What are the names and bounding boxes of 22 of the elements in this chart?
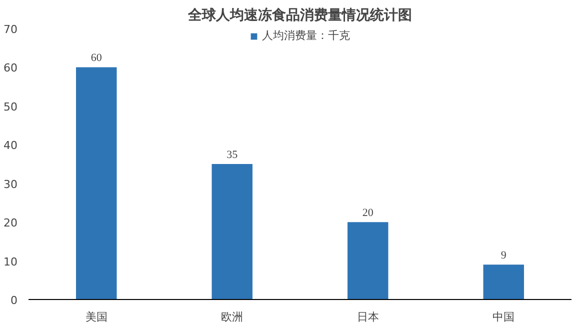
data-label: 20 [362, 207, 374, 220]
x-tick-label: 美国 [85, 310, 108, 324]
data-label: 60 [90, 52, 102, 64]
y-tick-label: 40 [4, 139, 18, 152]
x-tick-label: 欧洲 [221, 310, 244, 324]
bar [348, 222, 388, 300]
y-tick-label: 50 [4, 100, 18, 114]
legend-label: 人均消费量：千克 [262, 28, 350, 43]
y-tick-label: 70 [4, 23, 18, 36]
chart-title: 全球人均速冻食品消费量情况统计图 [187, 6, 412, 24]
y-tick-label: 30 [4, 178, 18, 191]
bar [212, 164, 252, 300]
data-label: 35 [226, 149, 238, 161]
x-tick-label: 日本 [356, 310, 379, 324]
y-tick-label: 0 [10, 294, 18, 307]
y-tick-label: 60 [4, 62, 18, 75]
y-tick-label: 10 [4, 255, 18, 268]
bar [483, 264, 524, 300]
data-label: 9 [500, 250, 507, 262]
bar [76, 67, 117, 300]
y-tick-label: 20 [4, 216, 18, 230]
x-tick-label: 中国 [492, 310, 515, 324]
